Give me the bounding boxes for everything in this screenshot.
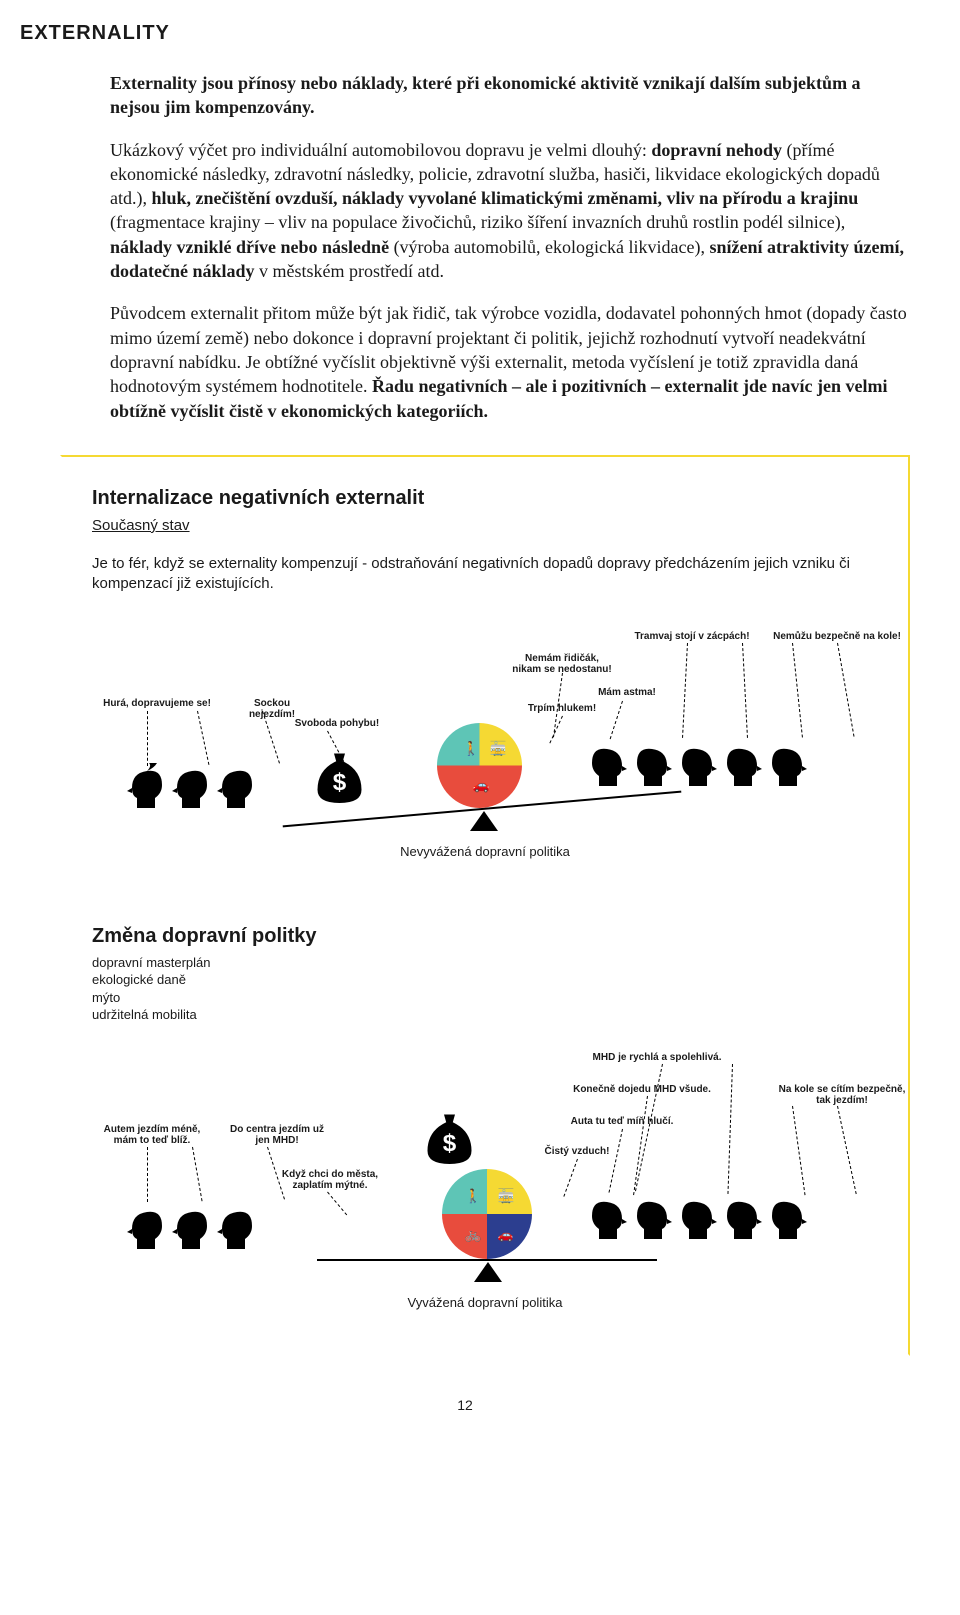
pie-chart-icon: 🚶 🚋 🚲 🚗 (442, 1169, 532, 1259)
bold-span: náklady vzniklé dříve nebo následně (110, 237, 389, 257)
svg-text:🚋: 🚋 (498, 1187, 515, 1203)
infographic-unbalanced: Hurá, dopravujeme se! Sockou nejezdím! S… (92, 613, 878, 873)
bold-span: dopravní nehody (651, 140, 782, 160)
dashed-line (727, 1064, 733, 1194)
head-icon (217, 763, 257, 808)
bullet-item: ekologické daně (92, 971, 878, 989)
box-title: Internalizace negativních externalit (92, 485, 878, 512)
speech-label: Auta tu teď míň hlučí. (562, 1116, 682, 1127)
dashed-line (792, 1106, 806, 1195)
head-icon (127, 1204, 167, 1249)
bullet-item: dopravní masterplán (92, 954, 878, 972)
head-icon (677, 741, 717, 786)
dashed-line (327, 1191, 347, 1215)
balance-caption: Vyvážená dopravní politika (92, 1294, 878, 1312)
dashed-line (610, 700, 623, 738)
speech-label: Čistý vzduch! (537, 1146, 617, 1157)
dashed-line (197, 711, 209, 765)
balance-beam (317, 1259, 657, 1261)
section2-bullets: dopravní masterplán ekologické daně mýto… (92, 954, 878, 1024)
dashed-line (837, 643, 854, 737)
head-icon (217, 1204, 257, 1249)
fulcrum-icon (470, 811, 498, 831)
speech-label: Na kole se cítím bezpečně,tak jezdím! (772, 1084, 912, 1106)
head-icon (172, 763, 212, 808)
box-subtitle: Současný stav (92, 516, 878, 536)
svg-text:🚶: 🚶 (465, 1187, 482, 1203)
head-icon (127, 763, 167, 808)
bold-span: hluk, znečištění ovzduší, náklady vyvola… (151, 188, 858, 208)
svg-text:🚲: 🚲 (465, 1227, 482, 1242)
dashed-line (192, 1147, 203, 1201)
pie-chart-icon: 🚶 🚋 🚗 (437, 723, 522, 808)
head-icon (172, 1204, 212, 1249)
text-span: (výroba automobilů, ekologická likvidace… (389, 237, 709, 257)
speech-label: Když chci do města,zaplatím mýtné. (275, 1169, 385, 1191)
svg-text:🚗: 🚗 (473, 777, 490, 792)
dashed-line (563, 1159, 578, 1197)
dashed-line (682, 643, 688, 738)
head-icon (632, 1194, 672, 1239)
dashed-line (633, 1096, 648, 1195)
fulcrum-icon (474, 1262, 502, 1282)
money-bag-icon: $ (312, 748, 367, 803)
text-span: Ukázkový výčet pro individuální automobi… (110, 140, 651, 160)
speech-label: Do centra jezdím užjen MHD! (222, 1124, 332, 1146)
text-span: v městském prostředí atd. (255, 261, 444, 281)
page-number: 12 (20, 1396, 910, 1415)
head-icon (587, 741, 627, 786)
dashed-line (837, 1106, 857, 1194)
dashed-line (147, 711, 148, 766)
text-span: (fragmentace krajiny – vliv na populace … (110, 212, 845, 232)
head-icon (722, 741, 762, 786)
head-icon (722, 1194, 762, 1239)
money-bag-icon: $ (422, 1109, 477, 1164)
page-title: EXTERNALITY (20, 20, 910, 47)
speech-label: Nemůžu bezpečně na kole! (772, 631, 902, 642)
dashed-line (635, 1064, 663, 1191)
head-icon (587, 1194, 627, 1239)
head-icon (632, 741, 672, 786)
svg-text:🚶: 🚶 (463, 739, 480, 755)
speech-label: Konečně dojedu MHD všude. (572, 1084, 712, 1095)
section2-title: Změna dopravní politky (92, 923, 878, 950)
box-lead: Je to fér, když se externality kompenzuj… (92, 554, 878, 595)
svg-text:$: $ (333, 768, 347, 795)
speech-label: Nemám řidičák,nikam se nedostanu! (507, 653, 617, 675)
speech-label: Sockou nejezdím! (232, 698, 312, 720)
dashed-line (742, 643, 748, 738)
definition-paragraph: Externality jsou přínosy nebo náklady, k… (110, 71, 910, 120)
infographic-balanced: Autem jezdím méně,mám to teď blíž. Do ce… (92, 1034, 878, 1324)
dashed-line (792, 643, 803, 738)
speech-label: MHD je rychlá a spolehlivá. (587, 1052, 727, 1063)
svg-text:🚗: 🚗 (498, 1228, 514, 1242)
speech-label: Mám astma! (592, 687, 662, 698)
yellow-box: Internalizace negativních externalit Sou… (60, 455, 910, 1356)
speech-label: Hurá, dopravujeme se! (102, 698, 212, 709)
head-icon (767, 741, 807, 786)
balance-caption: Nevyvážená dopravní politika (92, 843, 878, 861)
head-icon (677, 1194, 717, 1239)
dashed-line (147, 1147, 148, 1202)
bullet-item: mýto (92, 989, 878, 1007)
svg-text:$: $ (443, 1130, 457, 1157)
speech-label: Svoboda pohybu! (292, 718, 382, 729)
bullet-item: udržitelná mobilita (92, 1006, 878, 1024)
paragraph-3: Původcem externalit přitom může být jak … (110, 301, 910, 422)
svg-text:🚋: 🚋 (490, 739, 507, 755)
speech-label: Trpím hlukem! (522, 703, 602, 714)
body-text-block: Externality jsou přínosy nebo náklady, k… (110, 71, 910, 423)
dashed-line (608, 1129, 622, 1193)
head-icon (767, 1194, 807, 1239)
speech-label: Autem jezdím méně,mám to teď blíž. (97, 1124, 207, 1146)
speech-label: Tramvaj stojí v zácpách! (632, 631, 752, 642)
paragraph-2: Ukázkový výčet pro individuální automobi… (110, 138, 910, 284)
